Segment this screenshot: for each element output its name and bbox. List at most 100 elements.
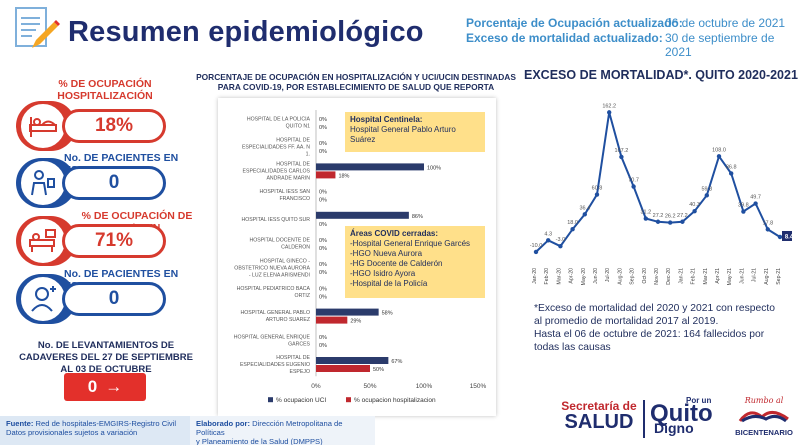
data-point	[668, 220, 673, 225]
mortality-note: *Exceso de mortalidad del 2020 y 2021 co…	[534, 302, 784, 354]
document-pencil-icon	[15, 7, 60, 48]
x-tick-label: Aug-20	[617, 268, 623, 285]
data-point	[704, 193, 709, 198]
uci-value-label: 100%	[427, 165, 441, 171]
icu-occupancy-value: 71%	[62, 224, 166, 258]
x-tick-label: Feb-21	[691, 268, 697, 285]
callout-centinela-title: Hospital Centinela:	[350, 115, 423, 124]
data-point	[692, 208, 697, 214]
data-label: 27.2	[653, 213, 664, 219]
category-label: HOSPITAL DE ESPECIALIDADES EUGENIO ESPEJO	[240, 355, 311, 375]
data-label: 36.4	[579, 205, 590, 211]
x-tick-label: Nov-20	[654, 268, 660, 285]
hospitalization-value-label: 0%	[319, 246, 327, 252]
cadavers-counter: 0 →	[64, 373, 146, 401]
data-point	[741, 209, 746, 214]
category-label: HOSPITAL GENERAL PABLO ARTURO SUAREZ	[241, 310, 310, 323]
data-point	[619, 154, 624, 160]
x-tick-label: Aug-21	[764, 268, 770, 285]
callout-closed-title: Áreas COVID cerradas:	[350, 229, 439, 238]
brand-digno: Digno	[654, 420, 694, 436]
data-point	[631, 184, 636, 189]
uci-value-label: 58%	[382, 311, 393, 317]
data-label: 108.0	[712, 147, 726, 153]
waiting-value: 0	[62, 166, 166, 200]
uci-value-label: 0%	[319, 286, 327, 292]
closed-area-item: -HGO Nueva Aurora	[350, 249, 423, 258]
closed-area-item: -HG Docente de Calderón	[350, 259, 443, 268]
footer-source: Fuente: Red de hospitales-EMGIRS-Registr…	[0, 416, 190, 445]
uci-value-label: 67%	[391, 359, 402, 365]
category-label: HOSPITAL IESS SAN FRANCISCO	[260, 189, 311, 202]
x-tick-label: May-20	[581, 268, 587, 285]
brand-secretaria: Secretaría de	[561, 399, 637, 413]
hospitalization-value-label: 0%	[319, 222, 327, 228]
data-point	[594, 192, 600, 197]
legend-hospitalization: % ocupacion hospitalizacion	[354, 397, 436, 404]
data-label: 40.3	[689, 202, 700, 208]
uci-value-label: 0%	[319, 117, 327, 123]
x-tick-label: Jun-20	[593, 268, 599, 284]
occupancy-update-value: 06 de octubre de 2021	[665, 16, 786, 30]
hospitalization-value-label: 0%	[319, 149, 327, 155]
elab-text2: y Planeamiento de la Salud (DMPPS)	[196, 437, 323, 445]
hospital-chart-title: PORCENTAJE DE OCUPACIÓN EN HOSPITALIZACI…	[196, 72, 516, 92]
hospitalization-value-label: 50%	[373, 367, 384, 373]
uci-value-label: 0%	[319, 335, 327, 341]
hospitalization-bar	[316, 365, 370, 372]
callout-centinela-text: Hospital General Pablo Arturo Suárez	[350, 125, 456, 144]
x-tick-label: Sep-20	[630, 268, 636, 285]
hosp-occupancy-label: % DE OCUPACIÓN HOSPITALIZACIÓN	[57, 78, 153, 102]
data-label: 8.4	[785, 234, 792, 240]
x-tick-label: 0%	[311, 383, 321, 390]
secretaria-salud-logo: Secretaría de SALUD	[558, 398, 640, 433]
mortality-update-label: Exceso de mortalidad actualizado:	[466, 31, 663, 45]
x-tick-label: Sep-21	[776, 268, 782, 285]
footer-elaboration: Elaborado por: Dirección Metropolitana d…	[190, 416, 375, 445]
data-label: 18.0	[567, 220, 578, 226]
icu-bed-icon	[18, 216, 68, 266]
data-point	[558, 244, 563, 249]
x-tick-label: Jan-20	[532, 268, 538, 284]
data-label: 70.7	[628, 178, 639, 184]
mortality-update-value: 30 de septiembre de 2021	[665, 31, 775, 59]
data-point	[546, 238, 551, 243]
data-label: 26.2	[665, 214, 676, 220]
hospitalization-value-label: 29%	[350, 319, 361, 325]
icu-waiting-value: 0	[62, 282, 166, 316]
data-label: 162.2	[602, 103, 616, 109]
brand-salud: SALUD	[564, 411, 634, 433]
hospitalization-bar	[316, 171, 336, 179]
x-tick-label: Jul-21	[752, 268, 758, 282]
source-text: Red de hospitales-EMGIRS-Registro Civil	[35, 419, 177, 428]
category-label: HOSPITAL DOCENTE DE CALDERON	[249, 238, 310, 251]
category-label: HOSPITAL IESS QUITO SUR	[241, 217, 310, 223]
data-point	[582, 212, 587, 217]
closed-area-item: -Hospital de la Policía	[350, 279, 428, 288]
uci-value-label: 0%	[319, 262, 327, 268]
hosp-occupancy-value: 18%	[62, 109, 166, 143]
brand-por-un: Por un	[686, 396, 712, 405]
bicentenario-mark-icon	[738, 411, 789, 423]
quito-digno-logo: Por un Quito Digno	[650, 393, 730, 436]
category-label: HOSPITAL DE LA POLICIA QUITO N1	[247, 117, 311, 130]
hospitalization-value-label: 0%	[319, 198, 327, 204]
x-tick-label: 100%	[416, 383, 433, 390]
category-label: HOSPITAL GINECO -OBSTETRICO NUEVA AURORA…	[234, 258, 310, 278]
x-tick-label: Jun-21	[739, 268, 745, 284]
mortality-line-chart: -10.0 Jan-20 4.3 Feb-20 -3.0 Mar-20 18.0 Apr-20…	[530, 103, 792, 285]
hospital-occupancy-chart: HOSPITAL DE LA POLICIA QUITO N1 0% 0% HOSPIT…	[234, 110, 487, 404]
source-label: Fuente:	[6, 419, 34, 428]
data-label: 60.8	[592, 186, 603, 192]
x-tick-label: Apr-21	[715, 268, 721, 284]
uci-bar	[316, 211, 409, 219]
source-text2: Datos provisionales sujetos a variación	[6, 428, 138, 437]
data-label: 107.2	[615, 148, 629, 154]
brand-rumbo: Rumbo al	[744, 396, 784, 405]
uci-bar	[316, 163, 424, 171]
uci-bar	[316, 357, 389, 364]
data-point	[643, 216, 648, 221]
data-point	[716, 154, 722, 159]
data-label: 31.2	[640, 210, 651, 216]
data-point	[729, 171, 734, 176]
